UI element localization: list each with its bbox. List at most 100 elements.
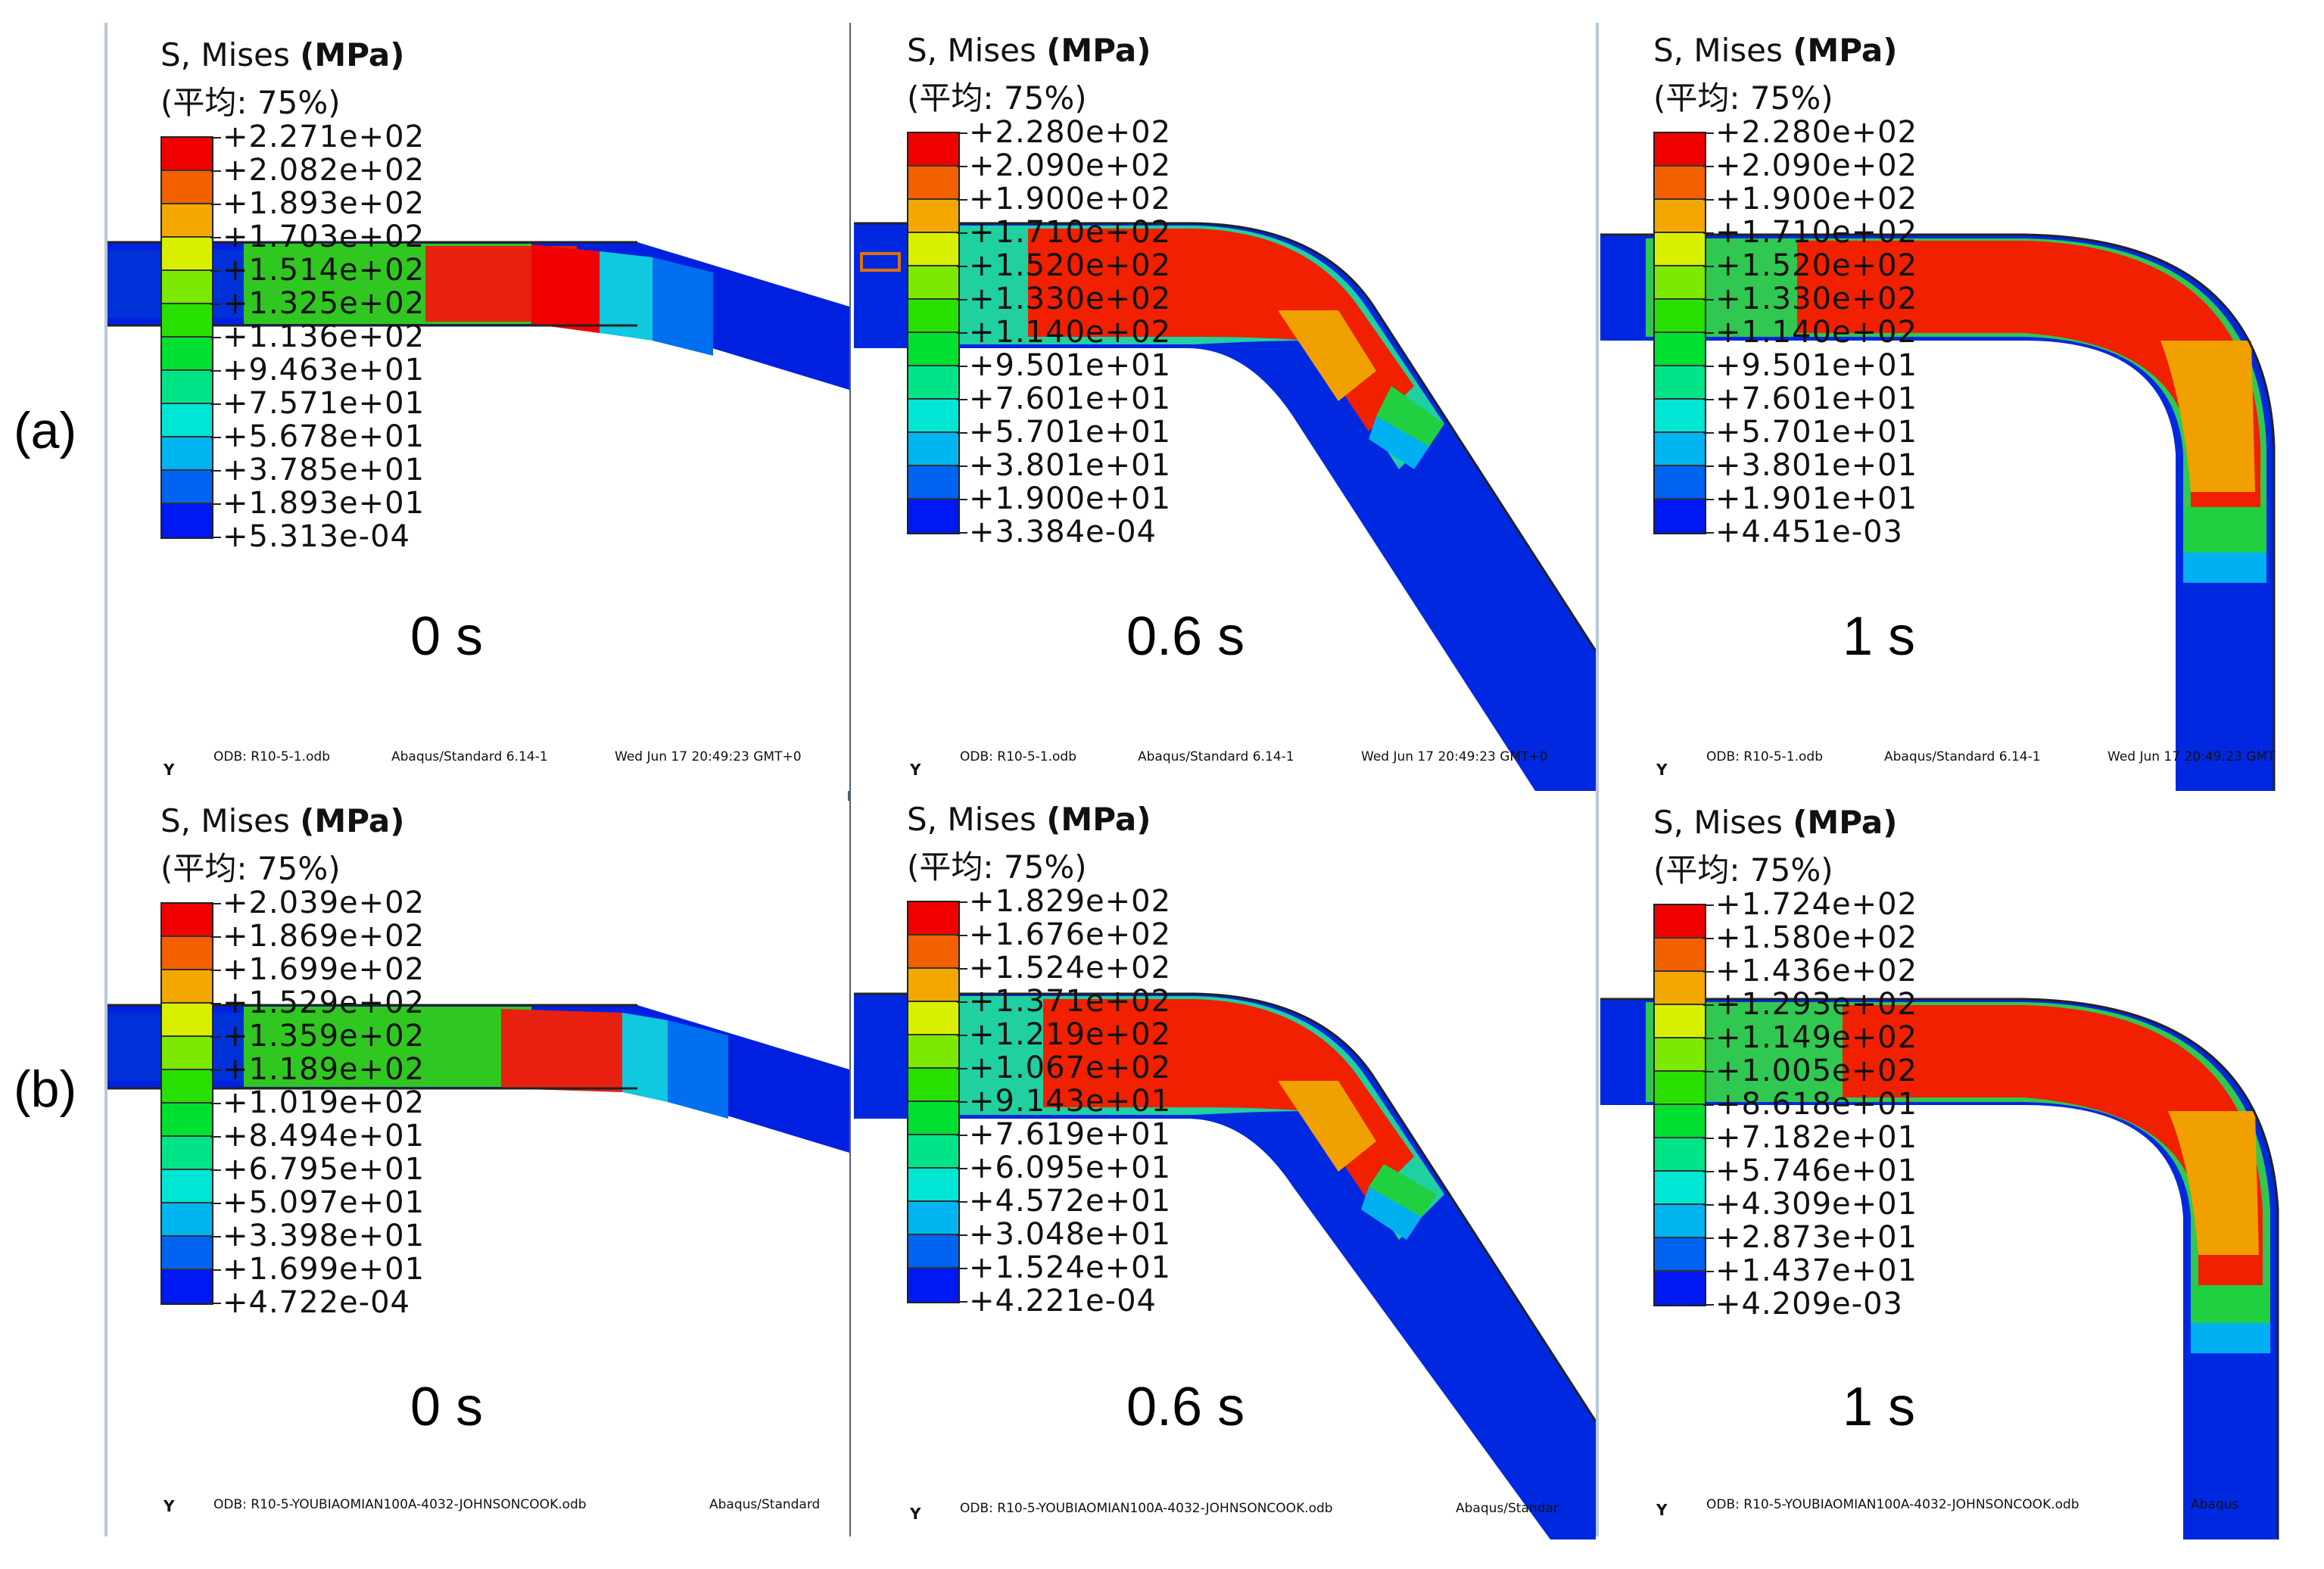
footer-version: Abaqus/Standar: [1456, 1501, 1559, 1516]
legend-value: +4.209e-03: [1715, 1287, 1903, 1322]
legend-swatch: [1655, 1038, 1705, 1072]
footer-odb: ODB: R10-5-1.odb: [213, 749, 330, 764]
row-label-a: (a): [14, 402, 77, 459]
legend-value: +1.293e+02: [1715, 987, 1918, 1022]
legend-swatch: [1655, 266, 1705, 300]
axis-triad-y: Y: [164, 1497, 175, 1515]
legend-value: +7.571e+01: [223, 386, 425, 421]
pipe-contour: [1600, 233, 2276, 791]
legend-swatch: [908, 1169, 958, 1202]
legend-value: +8.494e+01: [223, 1119, 425, 1153]
time-label: 0.6 s: [1126, 606, 1245, 667]
legend-tick: [1703, 1038, 1714, 1039]
legend-value: +2.090e+02: [969, 148, 1172, 183]
legend-tick: [1703, 366, 1714, 367]
legend-title: S, Mises: [1653, 32, 1783, 69]
axis-triad-y: Y: [910, 1505, 921, 1523]
legend-value: +1.067e+02: [969, 1051, 1172, 1085]
legend-swatch: [1655, 333, 1705, 366]
legend-value: +3.801e+01: [1715, 448, 1918, 483]
legend-tick: [210, 537, 221, 538]
legend-average: (平均: 75%): [1653, 851, 1833, 889]
panel-a-0.6s: S, Mises (MPa) (平均: 75%) 0.6 s Y ODB: R1…: [854, 23, 1596, 791]
legend-swatch: [908, 400, 958, 433]
pipe-contour: [1600, 998, 2279, 1539]
legend-swatch: [162, 138, 212, 171]
legend-swatch: [162, 171, 212, 204]
legend-value: +5.746e+01: [1715, 1153, 1918, 1188]
legend-tick: [210, 1269, 221, 1271]
legend-swatch: [1655, 1238, 1705, 1272]
legend-average: (平均: 75%): [907, 848, 1087, 886]
legend-value: +1.724e+02: [1715, 887, 1918, 922]
legend-value: +1.140e+02: [1715, 315, 1918, 350]
legend-value: +7.619e+01: [969, 1117, 1172, 1152]
legend-swatch: [1655, 433, 1705, 466]
legend-tick: [957, 1168, 967, 1169]
legend-value: +4.572e+01: [969, 1184, 1172, 1219]
legend-tick: [1703, 1138, 1714, 1139]
legend-swatch: [908, 433, 958, 466]
legend-swatch: [908, 466, 958, 500]
legend-swatch: [162, 437, 212, 471]
legend-swatch: [1655, 972, 1705, 1005]
legend-swatch: [1655, 1105, 1705, 1138]
legend-value: +1.330e+02: [1715, 282, 1918, 316]
legend-swatch: [162, 1104, 212, 1137]
legend-average: (平均: 75%): [1653, 79, 1833, 117]
legend-tick: [1703, 938, 1714, 939]
legend-swatch: [1655, 167, 1705, 200]
legend-value: +1.900e+02: [969, 182, 1172, 216]
legend-tick: [957, 901, 967, 903]
legend-tick: [210, 903, 221, 904]
legend-tick: [957, 1068, 967, 1069]
legend-value: +3.785e+01: [223, 453, 425, 487]
axis-triad-y: Y: [910, 761, 921, 779]
legend-value: +1.514e+02: [223, 253, 425, 288]
legend-value: +7.601e+01: [969, 381, 1172, 416]
legend-value: +4.221e-04: [969, 1284, 1157, 1318]
legend-tick: [957, 1268, 967, 1269]
panel-divider: [848, 23, 851, 1536]
legend-unit: (MPa): [1793, 32, 1898, 69]
legend-swatch: [908, 266, 958, 300]
legend-swatch: [908, 1035, 958, 1069]
legend-value: +1.140e+02: [969, 315, 1172, 350]
legend-tick: [1703, 432, 1714, 434]
legend-swatch: [1655, 366, 1705, 400]
legend-swatch: [162, 338, 212, 371]
legend-value: +1.136e+02: [223, 319, 425, 354]
legend-value: +3.398e+01: [223, 1219, 425, 1253]
time-label: 1 s: [1843, 606, 1916, 667]
legend-swatch: [908, 1102, 958, 1135]
legend-value: +1.893e+01: [223, 486, 425, 521]
legend-tick: [957, 166, 967, 167]
legend-swatch: [162, 271, 212, 304]
footer-odb: ODB: R10-5-YOUBIAOMIAN100A-4032-JOHNSONC…: [1706, 1497, 2079, 1512]
legend-value: +1.325e+02: [223, 286, 425, 321]
legend-swatch: [162, 504, 212, 537]
legend-value: +5.097e+01: [223, 1185, 425, 1220]
legend-tick: [957, 1234, 967, 1236]
legend-colorbar: [1653, 904, 1706, 1306]
legend-tick: [1703, 232, 1714, 234]
legend-tick: [1703, 1171, 1714, 1172]
legend-value: +1.371e+02: [969, 984, 1172, 1019]
legend-tick: [210, 1169, 221, 1171]
legend-tick: [957, 1301, 967, 1303]
legend-swatch: [1655, 1138, 1705, 1172]
legend-colorbar: [160, 136, 213, 539]
time-label: 0.6 s: [1126, 1377, 1245, 1437]
legend-value: +1.019e+02: [223, 1085, 425, 1120]
legend-swatch: [908, 300, 958, 333]
legend-swatch: [908, 233, 958, 266]
legend-average: (平均: 75%): [160, 850, 341, 887]
legend-value: +6.095e+01: [969, 1150, 1172, 1185]
legend-value: +1.710e+02: [969, 215, 1172, 250]
legend-tick: [210, 437, 221, 438]
legend-swatch: [162, 204, 212, 238]
legend-tick: [1703, 399, 1714, 400]
legend-colorbar: [907, 901, 960, 1303]
legend-value: +1.436e+02: [1715, 954, 1918, 988]
legend-value: +1.703e+02: [223, 219, 425, 254]
